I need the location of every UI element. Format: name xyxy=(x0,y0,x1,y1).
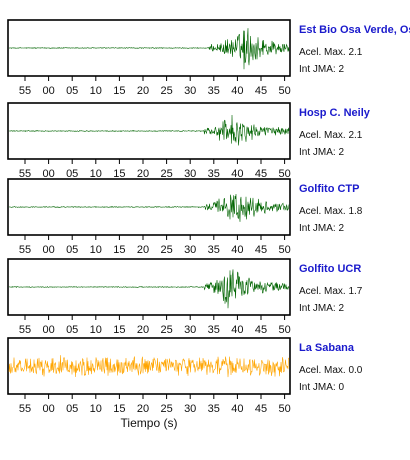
panel-4: 55 00 05 10 15 20 25 30 35 40 45 50 xyxy=(7,337,291,415)
x-tick-label: 55 xyxy=(19,324,31,336)
x-tick-label: 30 xyxy=(184,403,196,415)
x-tick-label: 35 xyxy=(208,85,220,97)
x-axis-label: Tiempo (s) xyxy=(120,416,178,430)
x-tick-label: 15 xyxy=(113,324,125,336)
x-tick-label: 05 xyxy=(66,244,78,256)
x-tick-label: 10 xyxy=(90,403,102,415)
x-tick-label: 20 xyxy=(137,168,149,180)
panel-frame xyxy=(7,102,291,160)
x-tick-label: 10 xyxy=(90,85,102,97)
panel-2: 55 00 05 10 15 20 25 30 35 40 45 50 xyxy=(7,178,291,256)
station-name: Golfito CTP xyxy=(299,183,360,195)
x-tick-label: 35 xyxy=(208,244,220,256)
x-tick-label: 05 xyxy=(66,85,78,97)
panel-frame xyxy=(7,178,291,236)
x-tick-label: 15 xyxy=(113,244,125,256)
x-tick-label: 10 xyxy=(90,244,102,256)
panel-frame xyxy=(7,337,291,395)
x-tick-label: 45 xyxy=(255,403,267,415)
station-name: Est Bio Osa Verde, Osa xyxy=(299,24,410,36)
x-tick-label: 00 xyxy=(42,85,54,97)
x-tick-label: 50 xyxy=(278,85,290,97)
max-acceleration: Acel. Max. 2.1 xyxy=(299,130,363,141)
x-tick-label: 55 xyxy=(19,244,31,256)
x-tick-label: 20 xyxy=(137,85,149,97)
x-tick-label: 20 xyxy=(137,244,149,256)
x-tick-label: 40 xyxy=(231,168,243,180)
x-tick-label: 05 xyxy=(66,324,78,336)
x-tick-label: 45 xyxy=(255,244,267,256)
waveform-line xyxy=(8,114,290,146)
x-tick-label: 40 xyxy=(231,85,243,97)
x-tick-label: 30 xyxy=(184,168,196,180)
waveform-line xyxy=(8,269,290,309)
x-tick-label: 25 xyxy=(160,85,172,97)
waveform-line xyxy=(8,28,290,70)
x-tick-label: 40 xyxy=(231,403,243,415)
panel-frame xyxy=(7,19,291,77)
x-tick-label: 50 xyxy=(278,324,290,336)
station-name: Hosp C. Neily xyxy=(299,107,370,119)
x-tick-label: 20 xyxy=(137,403,149,415)
jma-intensity: Int JMA: 0 xyxy=(299,382,345,393)
x-tick-label: 55 xyxy=(19,85,31,97)
panel-1: 55 00 05 10 15 20 25 30 35 40 45 50 xyxy=(7,102,291,180)
x-tick-label: 25 xyxy=(160,168,172,180)
jma-intensity: Int JMA: 2 xyxy=(299,147,345,158)
x-tick-label: 40 xyxy=(231,244,243,256)
waveform-line xyxy=(8,193,290,222)
x-tick-label: 25 xyxy=(160,244,172,256)
station-name: La Sabana xyxy=(299,342,355,354)
jma-intensity: Int JMA: 2 xyxy=(299,223,345,234)
max-acceleration: Acel. Max. 2.1 xyxy=(299,47,363,58)
x-tick-label: 35 xyxy=(208,168,220,180)
x-tick-label: 50 xyxy=(278,403,290,415)
x-tick-label: 45 xyxy=(255,168,267,180)
jma-intensity: Int JMA: 2 xyxy=(299,303,345,314)
x-tick-label: 30 xyxy=(184,244,196,256)
max-acceleration: Acel. Max. 0.0 xyxy=(299,365,363,376)
x-tick-label: 10 xyxy=(90,324,102,336)
x-tick-label: 50 xyxy=(278,168,290,180)
station-name: Golfito UCR xyxy=(299,263,362,275)
x-tick-label: 00 xyxy=(42,244,54,256)
jma-intensity: Int JMA: 2 xyxy=(299,64,345,75)
x-tick-label: 30 xyxy=(184,85,196,97)
x-tick-label: 15 xyxy=(113,85,125,97)
panel-frame xyxy=(7,258,291,316)
x-tick-label: 55 xyxy=(19,168,31,180)
x-tick-label: 20 xyxy=(137,324,149,336)
x-tick-label: 25 xyxy=(160,403,172,415)
x-tick-label: 45 xyxy=(255,85,267,97)
panel-0: 55 00 05 10 15 20 25 30 35 40 45 50 xyxy=(7,19,291,97)
x-tick-label: 55 xyxy=(19,403,31,415)
x-tick-label: 05 xyxy=(66,168,78,180)
x-tick-label: 45 xyxy=(255,324,267,336)
x-tick-label: 00 xyxy=(42,403,54,415)
x-tick-label: 05 xyxy=(66,403,78,415)
x-tick-label: 35 xyxy=(208,403,220,415)
x-tick-label: 35 xyxy=(208,324,220,336)
x-tick-label: 15 xyxy=(113,168,125,180)
max-acceleration: Acel. Max. 1.7 xyxy=(299,286,363,297)
x-tick-label: 40 xyxy=(231,324,243,336)
x-tick-label: 10 xyxy=(90,168,102,180)
x-tick-label: 25 xyxy=(160,324,172,336)
x-tick-label: 50 xyxy=(278,244,290,256)
x-tick-label: 30 xyxy=(184,324,196,336)
x-tick-label: 15 xyxy=(113,403,125,415)
x-tick-label: 00 xyxy=(42,324,54,336)
waveform-line xyxy=(8,355,290,378)
x-tick-label: 00 xyxy=(42,168,54,180)
max-acceleration: Acel. Max. 1.8 xyxy=(299,206,363,217)
panel-3: 55 00 05 10 15 20 25 30 35 40 45 50 xyxy=(7,258,291,336)
